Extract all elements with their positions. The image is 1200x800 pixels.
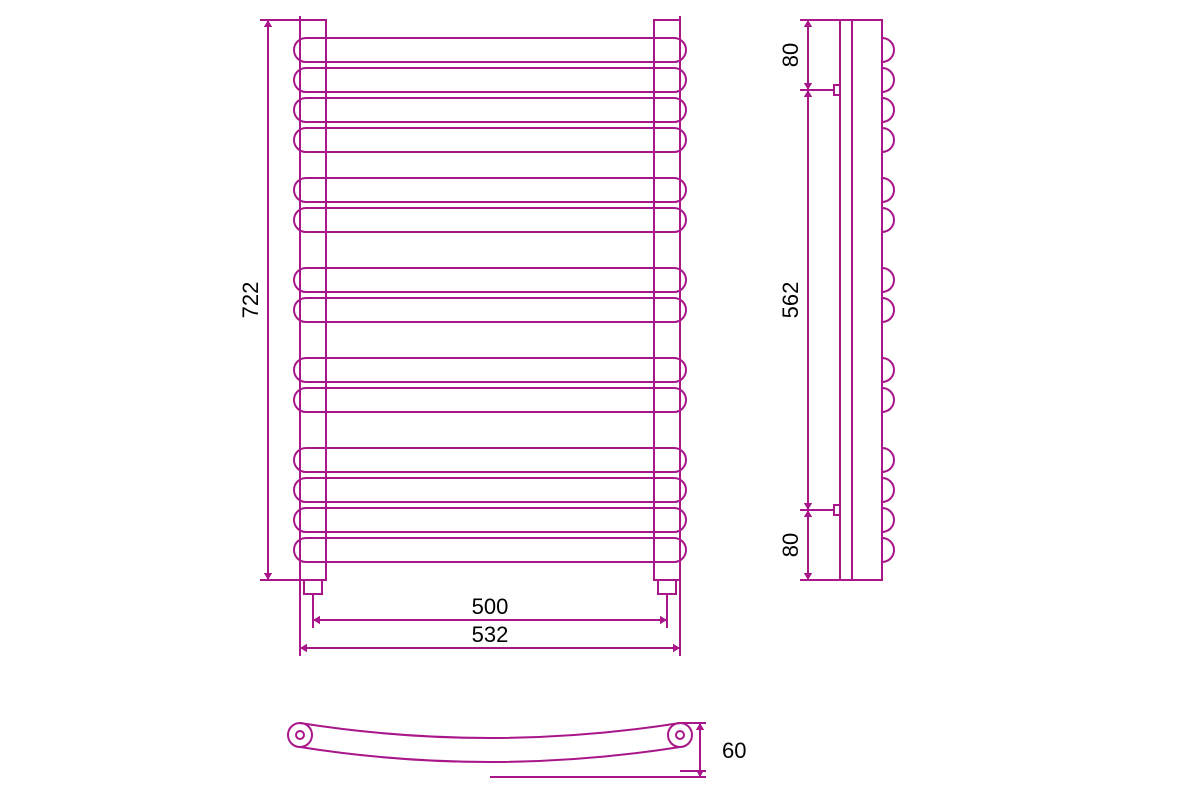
svg-text:80: 80 [778,43,803,67]
front-view [294,20,686,594]
svg-text:722: 722 [238,282,263,319]
top-view [288,723,692,762]
svg-text:532: 532 [472,622,509,647]
svg-text:500: 500 [472,594,509,619]
svg-text:80: 80 [778,533,803,557]
side-view [834,20,894,580]
svg-text:562: 562 [778,282,803,319]
svg-text:60: 60 [722,738,746,763]
